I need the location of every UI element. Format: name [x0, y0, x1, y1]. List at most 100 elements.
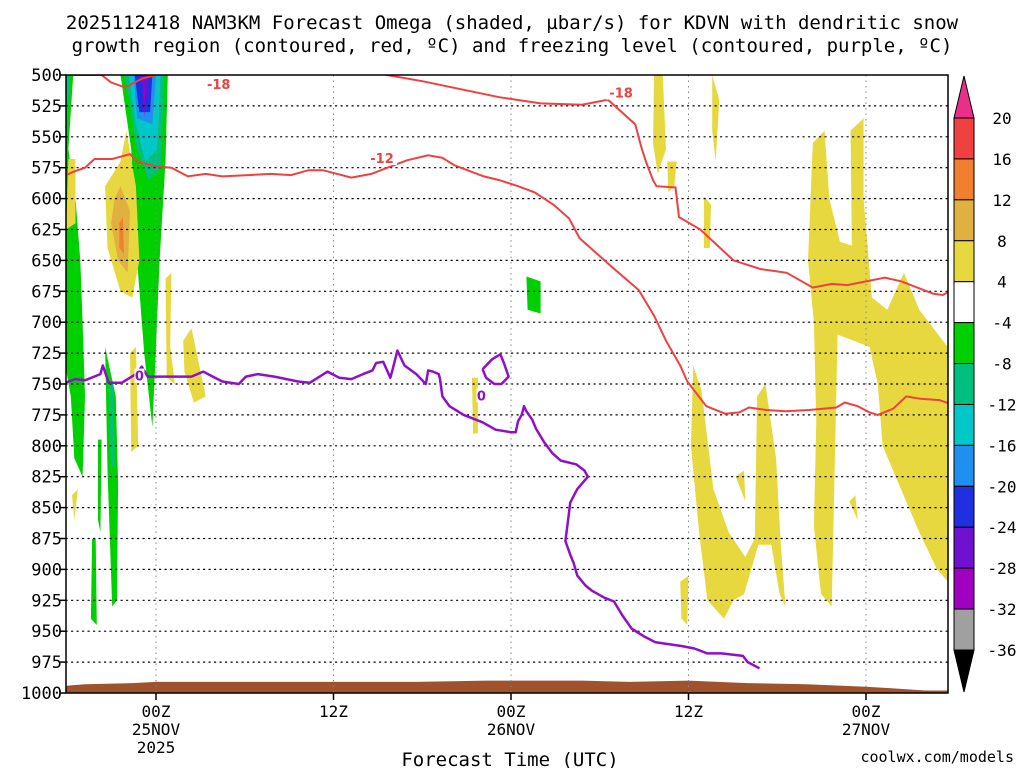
colorbar-label: 20 — [992, 109, 1011, 128]
dgz-contour — [66, 152, 948, 416]
y-tick-label: 950 — [31, 622, 62, 642]
colorbar-label: 12 — [992, 191, 1011, 210]
omega-region — [5, 390, 33, 532]
colorbar-swatch — [953, 322, 975, 365]
contour-label-bg — [476, 388, 487, 403]
y-tick-label: 975 — [31, 653, 62, 673]
freezing-contour — [66, 349, 761, 670]
colorbar-label: -12 — [988, 395, 1017, 414]
y-tick-label: 525 — [31, 97, 62, 117]
terrain-fill — [66, 680, 948, 693]
omega-region — [808, 118, 948, 607]
omega-region — [712, 75, 720, 162]
omega-region — [66, 159, 76, 230]
dgz-contour-label: -18 — [207, 78, 231, 93]
y-tick-label: 775 — [31, 406, 62, 426]
omega-region — [108, 384, 115, 471]
colorbar-arrow-top — [953, 75, 975, 119]
contour-label-bg — [606, 85, 637, 100]
omega-region — [139, 75, 149, 100]
colorbar-label: -16 — [988, 436, 1017, 455]
omega-region — [130, 346, 139, 452]
dgz-contour-label: -12 — [370, 152, 394, 167]
colorbar-swatch — [953, 608, 975, 651]
plot-inner: -18 -18 -12 0 0 — [5, 75, 948, 693]
dgz-contour — [66, 75, 157, 89]
omega-region — [66, 75, 70, 162]
y-tick-label: 500 — [31, 66, 62, 86]
y-tick-label: 800 — [31, 437, 62, 457]
y-tick-label: 700 — [31, 313, 62, 333]
x-axis-label: Forecast Time (UTC) — [401, 749, 618, 768]
colorbar-swatch — [953, 281, 975, 324]
omega-region — [471, 377, 478, 434]
credit-text: coolwx.com/models — [860, 748, 1014, 766]
colorbar-swatch — [953, 158, 975, 201]
colorbar-label: -4 — [992, 314, 1011, 333]
y-tick-label: 1000 — [21, 684, 62, 704]
freezing-contour-label: 0 — [477, 389, 486, 404]
dgz-contour-label: -18 — [609, 87, 633, 102]
y-tick-label: 750 — [31, 375, 62, 395]
omega-region — [703, 196, 711, 248]
omega-region — [165, 272, 175, 384]
x-tick-label: 00Z — [852, 702, 881, 721]
colorbar-swatch — [953, 403, 975, 446]
y-tick-label: 550 — [31, 128, 62, 148]
omega-region — [72, 489, 78, 520]
colorbar-swatch — [953, 240, 975, 283]
omega-region — [98, 439, 102, 533]
colorbar: 20 16 12 8 4 -4 -8 -12 -16 -20 -24 -28 -32 -36 — [953, 75, 1017, 693]
y-tick-label: 575 — [31, 159, 62, 179]
colorbar-swatch — [953, 567, 975, 610]
y-tick-label: 725 — [31, 344, 62, 364]
freezing-contour-label: 0 — [135, 370, 144, 385]
colorbar-swatch — [953, 117, 975, 160]
y-tick-label: 625 — [31, 221, 62, 241]
colorbar-swatch — [953, 526, 975, 569]
dgz-contour — [380, 75, 948, 297]
colorbar-label: -36 — [988, 641, 1017, 660]
x-tick-label: 26NOV — [487, 720, 536, 739]
contour-label-bg — [203, 76, 234, 91]
y-tick-label: 825 — [31, 468, 62, 488]
pressure-axis: 500 525 550 575 600 625 650 675 700 725 750 775 800 8… — [21, 66, 66, 704]
y-tick-label: 650 — [31, 251, 62, 271]
y-tick-label: 850 — [31, 499, 62, 519]
x-tick-label: 12Z — [674, 702, 703, 721]
colorbar-swatch — [953, 485, 975, 528]
colorbar-swatch — [953, 444, 975, 487]
contour-label-bg — [134, 368, 145, 383]
colorbar-label: -28 — [988, 559, 1017, 578]
x-tick-label: 00Z — [497, 702, 526, 721]
omega-region — [667, 161, 677, 193]
colorbar-label: 4 — [997, 273, 1007, 292]
omega-region — [526, 276, 541, 314]
y-tick-label: 675 — [31, 282, 62, 302]
y-tick-label: 900 — [31, 560, 62, 580]
colorbar-label: 8 — [997, 232, 1007, 251]
colorbar-label: 16 — [992, 150, 1011, 169]
omega-region — [735, 470, 746, 502]
contour-label-bg — [367, 151, 398, 166]
omega-region — [143, 87, 146, 119]
omega-region — [119, 217, 124, 255]
colorbar-label: -24 — [988, 518, 1017, 537]
omega-region — [183, 328, 206, 403]
omega-region — [90, 538, 97, 625]
colorbar-swatch — [953, 363, 975, 405]
x-tick-label: 25NOV — [132, 720, 181, 739]
x-tick-label: 00Z — [142, 702, 171, 721]
colorbar-arrow-bottom — [953, 649, 975, 693]
y-tick-label: 875 — [31, 530, 62, 550]
x-tick-label: 27NOV — [842, 720, 891, 739]
omega-region — [653, 75, 666, 174]
omega-region — [690, 365, 786, 619]
y-tick-label: 600 — [31, 190, 62, 210]
colorbar-swatch — [953, 199, 975, 242]
chart-title-line2: growth region (contoured, red, ºC) and f… — [72, 35, 953, 57]
y-tick-label: 925 — [31, 591, 62, 611]
chart-title-line1: 2025112418 NAM3KM Forecast Omega (shaded… — [66, 12, 959, 34]
